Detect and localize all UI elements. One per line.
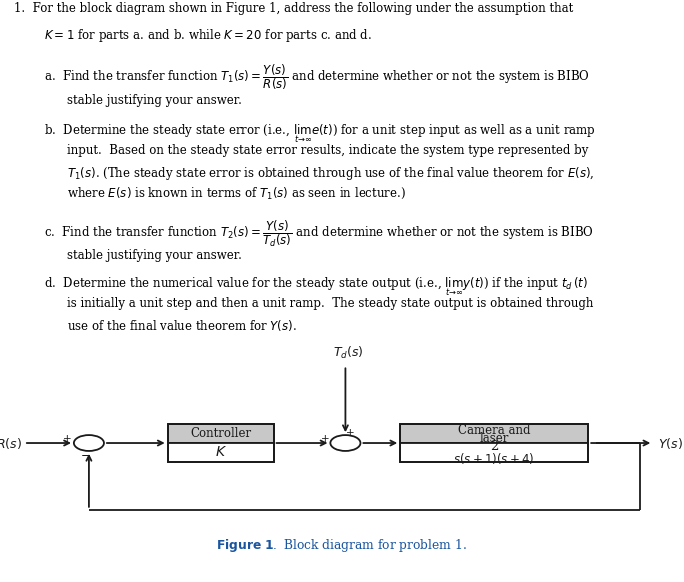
Text: $K$: $K$ <box>215 445 226 459</box>
Text: $T_1(s)$. (The steady state error is obtained through use of the final value the: $T_1(s)$. (The steady state error is obt… <box>67 165 594 182</box>
Text: 2: 2 <box>490 440 499 453</box>
Text: where $E(s)$ is known in terms of $T_1(s)$ as seen in lecture.): where $E(s)$ is known in terms of $T_1(s… <box>67 186 406 201</box>
Bar <box>168 443 274 462</box>
Bar <box>400 424 588 462</box>
Text: d.  Determine the numerical value for the steady state output (i.e., $\lim_{t\to: d. Determine the numerical value for the… <box>44 276 588 298</box>
Text: $s(s+1)(s+4)$: $s(s+1)(s+4)$ <box>453 451 535 466</box>
Text: $T_d(s)$: $T_d(s)$ <box>334 345 364 361</box>
Text: use of the final value theorem for $Y(s)$.: use of the final value theorem for $Y(s)… <box>67 318 297 333</box>
Bar <box>400 424 588 443</box>
Text: b.  Determine the steady state error (i.e., $\lim_{t\to\infty} e(t)$) for a unit: b. Determine the steady state error (i.e… <box>44 122 596 145</box>
Text: Camera and: Camera and <box>458 424 530 437</box>
Text: +: + <box>321 434 329 445</box>
Text: 1.  For the block diagram shown in Figure 1, address the following under the ass: 1. For the block diagram shown in Figure… <box>14 2 573 15</box>
Text: laser: laser <box>479 432 509 445</box>
Text: input.  Based on the steady state error results, indicate the system type repres: input. Based on the steady state error r… <box>67 144 588 157</box>
Text: stable justifying your answer.: stable justifying your answer. <box>67 249 241 262</box>
Text: Controller: Controller <box>190 427 251 440</box>
Text: $Y(s)$: $Y(s)$ <box>658 435 683 450</box>
Text: $\mathbf{Figure\ 1}$$.\ $Block diagram for problem 1.: $\mathbf{Figure\ 1}$$.\ $Block diagram f… <box>217 537 467 553</box>
Bar <box>400 443 588 462</box>
Text: stable justifying your answer.: stable justifying your answer. <box>67 94 241 107</box>
Text: $-$: $-$ <box>79 448 90 460</box>
Text: $K = 1$ for parts a. and b. while $K = 20$ for parts c. and d.: $K = 1$ for parts a. and b. while $K = 2… <box>44 27 372 44</box>
Bar <box>168 424 274 462</box>
Text: is initially a unit step and then a unit ramp.  The steady state output is obtai: is initially a unit step and then a unit… <box>67 297 593 310</box>
Text: +: + <box>346 428 354 438</box>
Bar <box>168 424 274 443</box>
Text: $R(s)$: $R(s)$ <box>0 435 22 450</box>
Text: +: + <box>64 434 72 445</box>
Text: a.  Find the transfer function $T_1(s) = \dfrac{Y(s)}{R(s)}$ and determine wheth: a. Find the transfer function $T_1(s) = … <box>44 63 590 93</box>
Text: c.  Find the transfer function $T_2(s) = \dfrac{Y(s)}{T_d(s)}$ and determine whe: c. Find the transfer function $T_2(s) = … <box>44 218 594 249</box>
